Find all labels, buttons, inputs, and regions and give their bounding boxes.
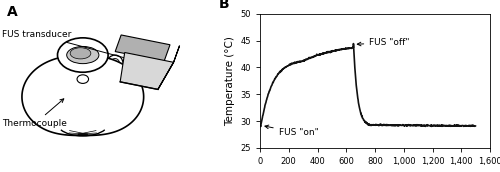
Ellipse shape [107, 55, 123, 72]
Circle shape [77, 75, 88, 83]
Text: Thermocouple: Thermocouple [2, 99, 67, 128]
Ellipse shape [70, 48, 91, 59]
Ellipse shape [66, 46, 99, 64]
Y-axis label: Temperature (°C): Temperature (°C) [225, 36, 235, 126]
Ellipse shape [58, 38, 108, 72]
X-axis label: Time (seconds): Time (seconds) [336, 171, 414, 172]
Ellipse shape [110, 58, 120, 69]
Polygon shape [115, 35, 170, 61]
Polygon shape [158, 46, 180, 89]
Polygon shape [120, 52, 174, 89]
Text: FUS transducer: FUS transducer [2, 30, 130, 60]
Text: FUS "off": FUS "off" [358, 38, 410, 47]
Polygon shape [22, 55, 144, 136]
Text: A: A [7, 5, 18, 19]
Text: B: B [218, 0, 229, 11]
Text: FUS "on": FUS "on" [265, 125, 318, 137]
